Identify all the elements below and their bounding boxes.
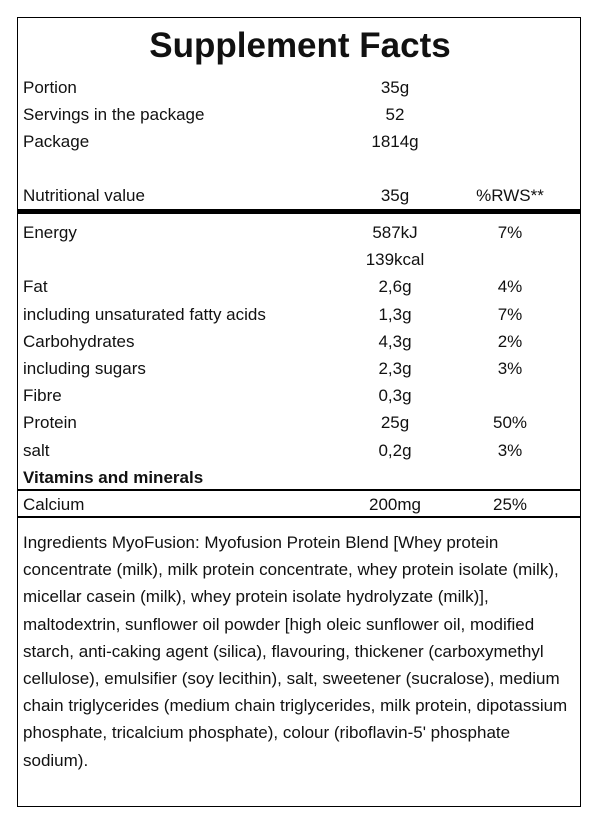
row-value: 35g [380,78,410,97]
row-label: including sugars [23,359,146,378]
row-rws: 3% [497,359,523,378]
row-rws: 50% [492,413,528,433]
row-label: Protein [23,413,77,433]
row-value: 52 [385,105,405,125]
row-rws: 7% [497,304,523,324]
row-rws: 2% [497,331,523,351]
row-label: salt [23,440,50,460]
row-amount: 35g [380,186,410,205]
thick-rule [17,209,581,214]
row-amount: 2,3g [378,359,412,378]
row-label: Calcium [23,495,85,514]
row-label: Energy [23,223,77,242]
row-label: Portion [23,78,77,97]
row-label: Servings in the package [23,105,205,125]
row-value: 1814g [371,132,419,152]
section-title: Vitamins and minerals [23,467,204,487]
rule [17,516,581,518]
row-amount: 139kcal [365,250,425,270]
label-border [17,17,581,807]
row-label: Fat [23,277,48,297]
row-rws: 3% [497,440,523,460]
row-label: Package [23,132,90,152]
ingredients: Ingredients MyoFusion: Myofusion Protein… [23,533,568,770]
row-amount: 1,3g [378,304,412,324]
row-amount: 200mg [369,495,421,514]
row-label: Carbohydrates [23,331,135,351]
row-rws: %RWS** [476,186,544,205]
row-amount: 587kJ [372,223,418,242]
row-label: Nutritional value [23,186,145,205]
row-label: including unsaturated fatty acids [23,304,266,324]
row-amount: 0,3g [378,386,412,406]
row-rws: 4% [497,277,523,297]
row-amount: 2,6g [378,277,412,297]
row-amount: 25g [380,413,410,433]
row-rws: 7% [497,223,523,242]
rule [17,489,581,491]
row-amount: 4,3g [378,331,412,351]
row-rws: 25% [492,495,528,514]
title: Supplement Facts [149,26,451,65]
row-amount: 0,2g [378,440,412,460]
row-label: Fibre [23,386,62,406]
